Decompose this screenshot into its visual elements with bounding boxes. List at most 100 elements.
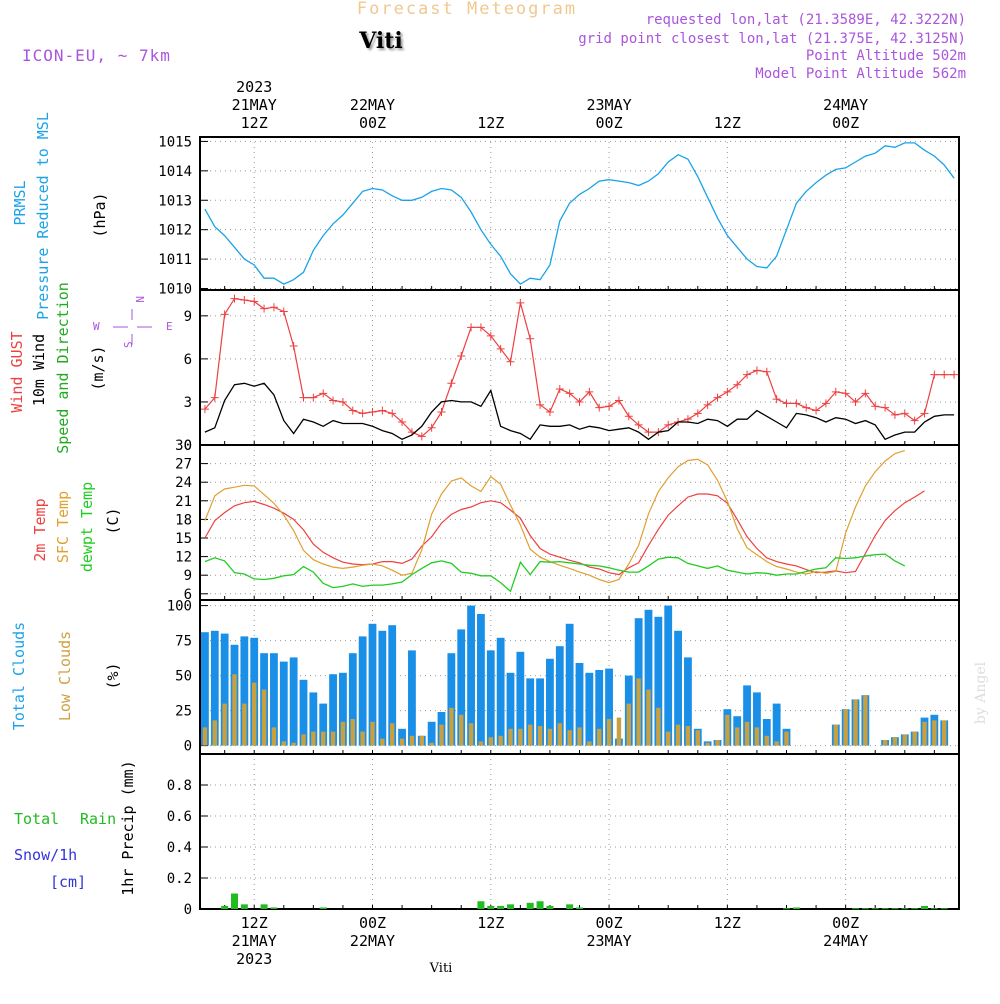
low-cloud-bar [419, 735, 424, 746]
low-cloud-bar [498, 735, 503, 746]
dewpoint-line [204, 553, 906, 593]
low-cloud-bar [370, 721, 375, 746]
gust-marker [329, 396, 338, 405]
low-cloud-bar [932, 720, 937, 746]
total-cloud-bar [457, 629, 466, 746]
time-label-bottom: 22MAY [350, 932, 395, 950]
rain-bar [871, 908, 879, 910]
pressure-tick-label: 1014 [158, 164, 192, 180]
pressure-tick-label: 1012 [158, 223, 192, 239]
rain-bar [881, 908, 889, 910]
total-cloud-bar [447, 653, 456, 746]
wind-label-speed-dir: Speed and Direction [54, 282, 72, 454]
low-cloud-bar [528, 724, 533, 746]
temp-tick-label: 15 [175, 531, 192, 547]
low-cloud-bar [557, 723, 562, 746]
low-cloud-bar [833, 724, 838, 746]
wind-label-10m: 10m Wind [30, 334, 48, 406]
precip-tick-label: 0 [184, 902, 192, 918]
rain-bar [861, 908, 869, 910]
gust-marker [250, 297, 259, 306]
total-cloud-bar [299, 679, 308, 746]
low-cloud-bar [508, 728, 513, 746]
gust-marker [664, 420, 673, 429]
gust-marker [200, 405, 209, 414]
low-cloud-bar [321, 731, 326, 746]
low-cloud-bar [311, 731, 316, 746]
low-cloud-bar [784, 731, 789, 746]
gust-marker [338, 397, 347, 406]
low-cloud-bar [212, 720, 217, 746]
time-label-top: 12Z [477, 114, 504, 132]
low-cloud-bar [330, 731, 336, 746]
gust-marker [496, 344, 505, 353]
gust-marker [644, 428, 653, 437]
time-label-top: 2023 [236, 78, 272, 96]
gust-marker [940, 370, 949, 379]
compass-south: S [122, 341, 135, 348]
low-cloud-bar [863, 695, 868, 746]
gust-marker [210, 393, 219, 402]
gust-marker [624, 412, 633, 421]
clouds-tick-label: 0 [184, 739, 192, 755]
precip-label-rain: Rain [80, 810, 116, 828]
gust-marker [585, 387, 594, 396]
time-label-bottom: 12Z [477, 914, 504, 932]
wind-tick-label: 0 [184, 438, 192, 454]
precip-tick-label: 0.2 [167, 871, 192, 887]
time-label-top: 12Z [714, 114, 741, 132]
low-cloud-bar [892, 737, 898, 746]
gust-marker [220, 310, 229, 319]
low-cloud-bar [735, 727, 740, 746]
gust-marker [368, 407, 377, 416]
time-label-bottom: 24MAY [823, 932, 868, 950]
total-cloud-bar [368, 623, 377, 746]
low-cloud-bar [488, 737, 493, 746]
low-cloud-bar [429, 742, 434, 746]
gust-marker [575, 397, 584, 406]
low-cloud-bar [636, 678, 641, 746]
total-cloud-bar [339, 672, 347, 746]
gust-marker [861, 389, 870, 398]
gust-marker [693, 409, 702, 418]
total-cloud-bar [496, 637, 505, 746]
total-cloud-bar [753, 692, 761, 746]
low-cloud-bar [390, 723, 395, 746]
gust-marker [299, 393, 308, 402]
low-cloud-bar [350, 719, 355, 746]
gust-marker [930, 370, 939, 379]
pressure-tick-label: 1013 [158, 193, 192, 209]
gust-marker [595, 403, 604, 412]
precip-label-snow: Snow/1h [14, 846, 77, 864]
gust-marker [703, 400, 712, 409]
clouds-tick-label: 100 [167, 599, 192, 615]
footer-station: Viti [429, 961, 453, 976]
point-altitude: Point Altitude 502m [806, 48, 966, 64]
total-cloud-bar [220, 633, 229, 746]
total-cloud-bar [506, 672, 515, 746]
temp-tick-label: 12 [175, 550, 192, 566]
total-cloud-bar [526, 678, 535, 746]
pressure-unit: (hPa) [91, 192, 109, 237]
pressure-tick-label: 1015 [158, 134, 192, 150]
total-cloud-bar [743, 685, 751, 746]
precip-unit: 1hr Precip (mm) [119, 760, 137, 895]
time-label-bottom: 23MAY [586, 932, 631, 950]
low-cloud-bar [754, 727, 760, 746]
gust-marker [733, 380, 742, 389]
low-cloud-bar [616, 717, 622, 746]
gust-marker [269, 303, 278, 312]
precip-frame [199, 753, 960, 910]
gust-marker [279, 307, 288, 316]
rain-bar [566, 904, 574, 909]
total-cloud-bar [408, 650, 416, 746]
precip-label-total: Total [14, 810, 59, 828]
total-cloud-bar [546, 658, 554, 746]
total-cloud-bar [467, 605, 475, 746]
time-label-bottom: 00Z [359, 914, 386, 932]
total-cloud-bar [605, 668, 613, 746]
time-label-bottom: 12Z [714, 914, 741, 932]
gust-marker [900, 409, 909, 418]
station-title: Viti [358, 28, 403, 54]
temp-panel: 6 9 12 15 18 21 24 27 30 [175, 438, 960, 603]
